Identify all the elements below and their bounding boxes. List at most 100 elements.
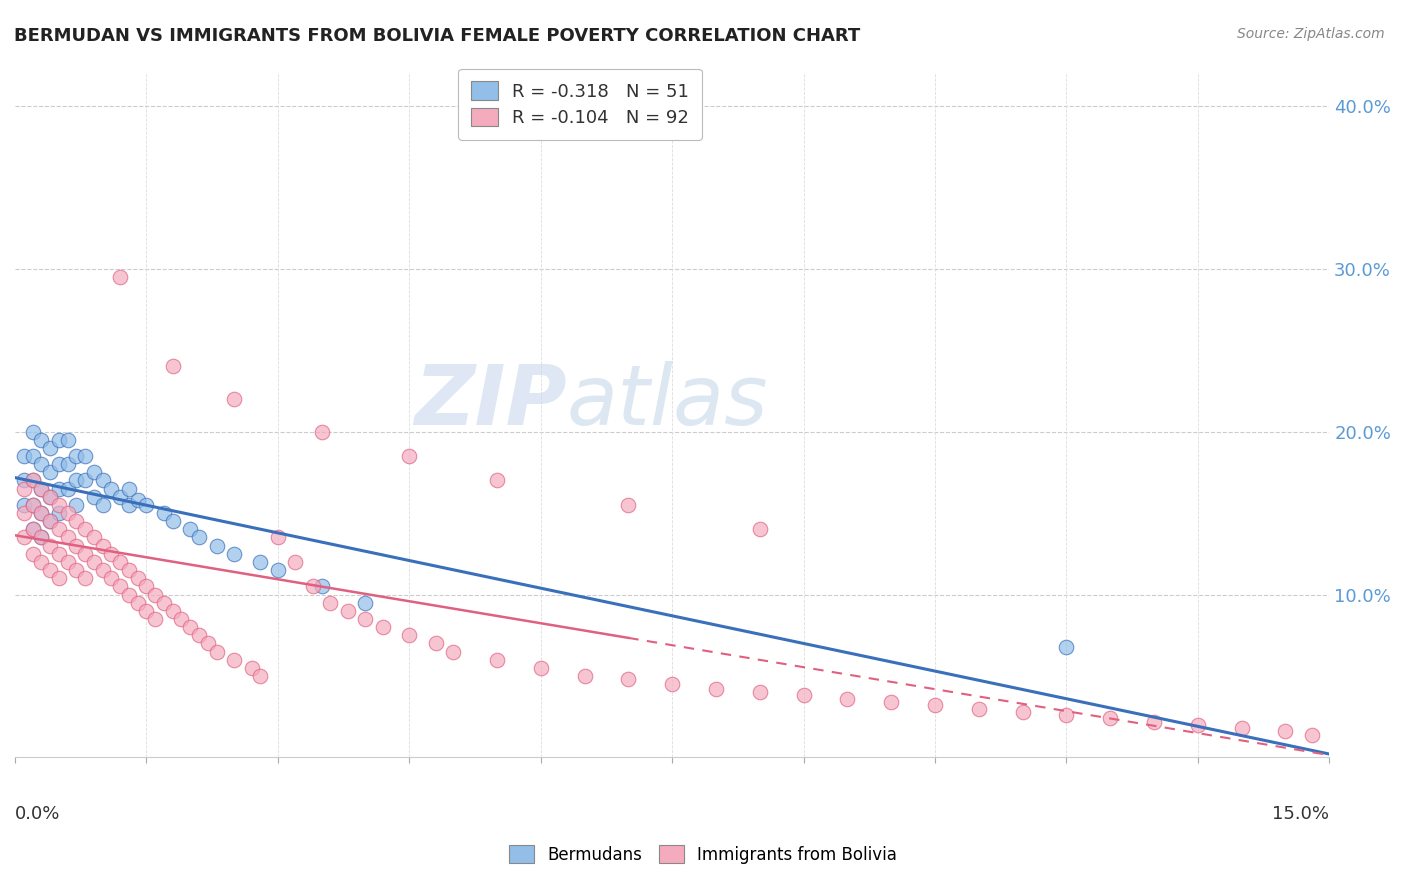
Point [170, 612, 193, 626]
Point [441, 644, 464, 658]
Point [1274, 724, 1296, 739]
Point [143, 587, 166, 601]
Point [118, 498, 141, 512]
Point [153, 506, 176, 520]
Point [65, 514, 87, 528]
Point [100, 482, 122, 496]
Point [75, 547, 97, 561]
Point [574, 669, 596, 683]
Point [21, 449, 44, 463]
Point [48, 506, 70, 520]
Point [21, 498, 44, 512]
Point [661, 677, 683, 691]
Point [56, 506, 79, 520]
Point [39, 514, 62, 528]
Point [222, 392, 245, 406]
Point [153, 596, 176, 610]
Text: 15.0%: 15.0% [1272, 805, 1329, 823]
Point [21, 474, 44, 488]
Point [30, 555, 52, 569]
Point [398, 449, 420, 463]
Point [162, 604, 184, 618]
Point [48, 433, 70, 447]
Point [21, 522, 44, 536]
Point [100, 571, 122, 585]
Point [65, 563, 87, 577]
Point [371, 620, 394, 634]
Point [13, 449, 35, 463]
Point [75, 571, 97, 585]
Point [793, 689, 815, 703]
Point [30, 482, 52, 496]
Point [880, 695, 903, 709]
Point [13, 498, 35, 512]
Point [135, 498, 157, 512]
Point [108, 490, 131, 504]
Point [108, 555, 131, 569]
Point [127, 493, 149, 508]
Point [75, 522, 97, 536]
Point [1143, 714, 1166, 729]
Point [48, 498, 70, 512]
Point [39, 563, 62, 577]
Point [967, 701, 990, 715]
Point [39, 441, 62, 455]
Point [56, 482, 79, 496]
Point [56, 457, 79, 471]
Point [48, 571, 70, 585]
Point [354, 596, 377, 610]
Point [21, 425, 44, 439]
Text: ZIP: ZIP [415, 361, 567, 442]
Point [91, 539, 114, 553]
Point [75, 474, 97, 488]
Text: BERMUDAN VS IMMIGRANTS FROM BOLIVIA FEMALE POVERTY CORRELATION CHART: BERMUDAN VS IMMIGRANTS FROM BOLIVIA FEMA… [14, 27, 860, 45]
Point [30, 531, 52, 545]
Point [302, 579, 325, 593]
Point [704, 681, 727, 696]
Point [354, 612, 377, 626]
Point [83, 466, 105, 480]
Point [197, 636, 219, 650]
Point [319, 596, 342, 610]
Point [222, 547, 245, 561]
Point [162, 359, 184, 374]
Text: 0.0%: 0.0% [15, 805, 60, 823]
Point [188, 531, 211, 545]
Point [485, 653, 508, 667]
Point [91, 474, 114, 488]
Point [205, 539, 228, 553]
Point [108, 579, 131, 593]
Point [91, 563, 114, 577]
Point [179, 620, 201, 634]
Point [48, 547, 70, 561]
Point [135, 579, 157, 593]
Point [748, 522, 770, 536]
Point [1011, 705, 1033, 719]
Point [21, 498, 44, 512]
Point [21, 474, 44, 488]
Point [30, 482, 52, 496]
Point [65, 539, 87, 553]
Point [65, 498, 87, 512]
Point [837, 691, 859, 706]
Point [143, 612, 166, 626]
Point [48, 522, 70, 536]
Point [748, 685, 770, 699]
Point [1230, 721, 1253, 735]
Point [91, 498, 114, 512]
Point [617, 498, 640, 512]
Point [162, 514, 184, 528]
Point [1054, 640, 1077, 654]
Point [617, 672, 640, 686]
Point [39, 514, 62, 528]
Point [267, 531, 290, 545]
Point [56, 555, 79, 569]
Point [311, 579, 333, 593]
Point [13, 531, 35, 545]
Point [222, 653, 245, 667]
Point [924, 698, 946, 713]
Point [205, 644, 228, 658]
Point [13, 474, 35, 488]
Point [1301, 728, 1323, 742]
Point [188, 628, 211, 642]
